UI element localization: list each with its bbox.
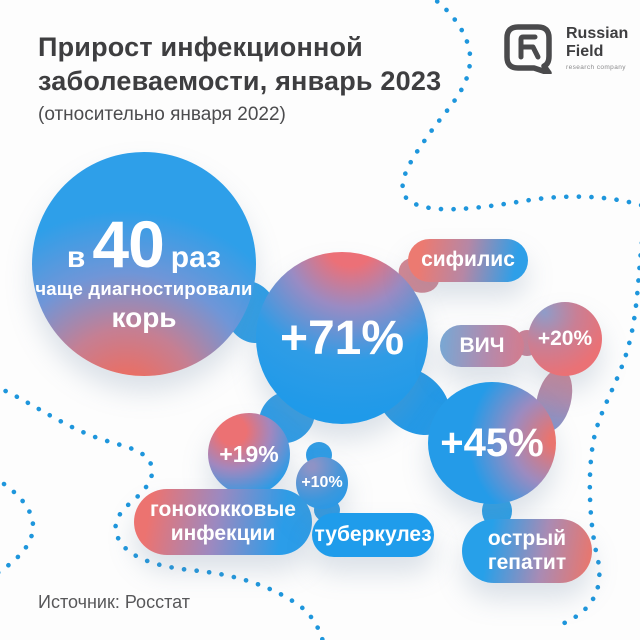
hepatitis-label-line1: острый bbox=[487, 526, 567, 550]
gonococcal-label: гонококковые инфекции bbox=[150, 498, 296, 546]
measles-bubble: в 40 раз чаще диагностировали корь bbox=[32, 152, 256, 376]
measles-multiplier: 40 bbox=[92, 207, 164, 281]
measles-prefix: в bbox=[66, 241, 86, 274]
tuberculosis-label: туберкулез bbox=[314, 522, 432, 546]
syphilis-label: сифилис bbox=[421, 248, 515, 272]
hepatitis-value: +45% bbox=[440, 420, 544, 465]
gonococcal-label-line1: гонококковые bbox=[150, 497, 296, 521]
tuberculosis-value-bubble: +10% bbox=[296, 457, 348, 509]
logo-name-line2: Field bbox=[566, 42, 604, 60]
dotted-curve-left-bump bbox=[0, 481, 36, 575]
gonococcal-value-bubble: +19% bbox=[208, 413, 290, 495]
logo-name-line1: Russian bbox=[566, 25, 629, 42]
hepatitis-label-line2: гепатит bbox=[487, 551, 567, 574]
gonococcal-label-line2: инфекции bbox=[170, 522, 276, 545]
russian-field-logo-icon bbox=[504, 24, 552, 74]
logo-text: Russian Field research company bbox=[566, 25, 628, 71]
hiv-label: ВИЧ bbox=[459, 333, 505, 357]
gonococcal-label-pill: гонококковые инфекции bbox=[134, 489, 312, 555]
syphilis-bubble: +71% bbox=[256, 252, 428, 424]
page-subtitle: (относительно января 2022) bbox=[38, 104, 286, 125]
hiv-value: +20% bbox=[537, 327, 593, 350]
syphilis-value: +71% bbox=[279, 311, 405, 365]
measles-value: в 40 раз bbox=[67, 206, 221, 282]
measles-description: чаще диагностировали bbox=[35, 278, 253, 299]
title-line-2: заболеваемости, январь 2023 bbox=[38, 66, 442, 97]
tuberculosis-value: +10% bbox=[301, 474, 343, 491]
hepatitis-bubble: +45% bbox=[428, 382, 556, 504]
tuberculosis-label-pill: туберкулез bbox=[312, 513, 434, 557]
hiv-value-bubble: +20% bbox=[528, 302, 602, 376]
measles-disease-label: корь bbox=[111, 302, 177, 333]
title-line-1: Прирост инфекционной bbox=[38, 32, 363, 62]
logo-tagline: research company bbox=[566, 63, 626, 71]
gonococcal-value: +19% bbox=[219, 440, 279, 467]
russian-field-logo: Russian Field research company bbox=[504, 22, 634, 82]
page-title: Прирост инфекционной заболеваемости, янв… bbox=[38, 30, 508, 98]
hepatitis-label-pill: острый гепатит bbox=[462, 519, 592, 583]
hiv-label-pill: ВИЧ bbox=[440, 325, 524, 367]
hepatitis-label: острый гепатит bbox=[488, 527, 566, 575]
source-text: Источник: Росстат bbox=[38, 592, 190, 612]
measles-suffix: раз bbox=[170, 241, 222, 274]
syphilis-label-pill: сифилис bbox=[408, 239, 528, 282]
